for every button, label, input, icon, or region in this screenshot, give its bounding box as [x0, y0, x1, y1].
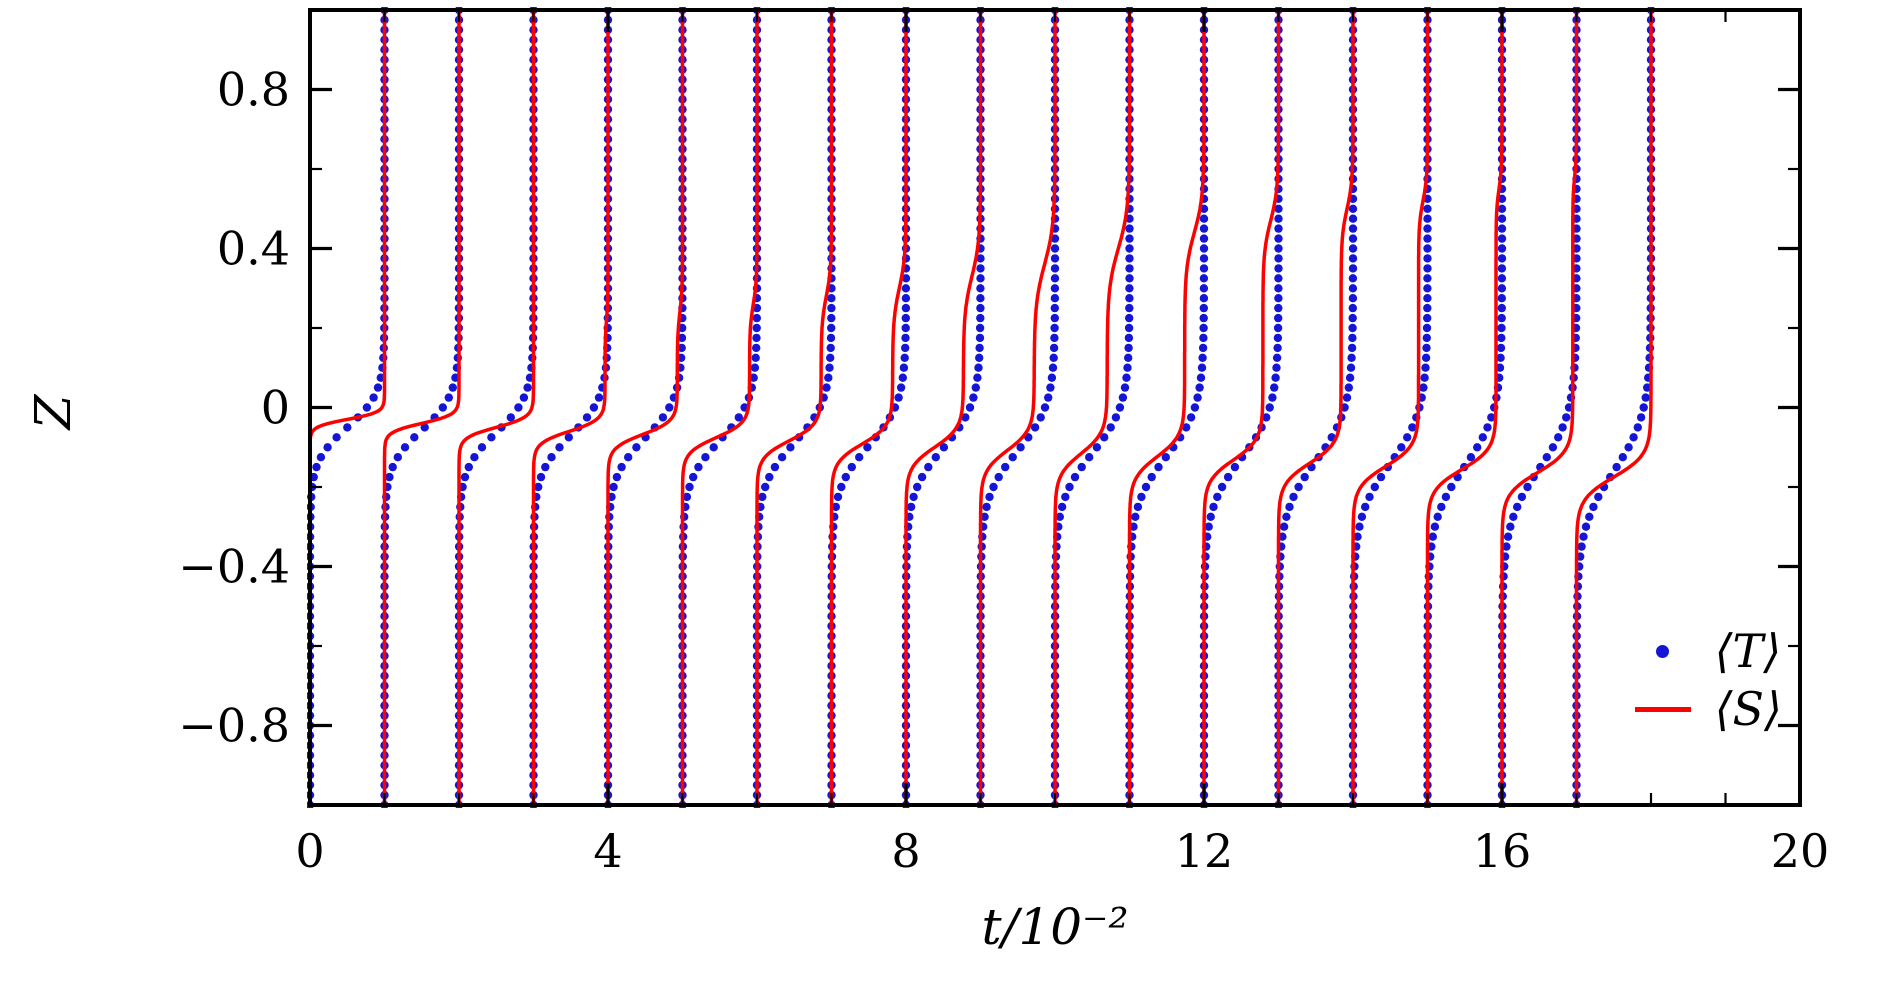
profile-S-line [978, 9, 1057, 806]
profile-T-dots [603, 7, 687, 808]
profile-S-line [904, 9, 983, 806]
plot-area [307, 7, 1656, 808]
x-tick-label: 12 [1175, 824, 1234, 878]
y-tick-label: 0 [261, 381, 290, 435]
y-tick-label: 0.8 [217, 63, 290, 117]
profile-S-line [1202, 9, 1281, 806]
profile-S-line [606, 9, 685, 806]
profile-S-line [1276, 9, 1355, 806]
profile-T-dots [454, 7, 538, 808]
profile-T-dots [1125, 7, 1209, 808]
profile-S-line [680, 9, 759, 806]
profile-T-dots [1423, 7, 1507, 808]
y-tick-label: 0.4 [217, 222, 290, 276]
axis-minor-ticks [310, 10, 1800, 805]
profile-T-dots [678, 7, 762, 808]
legend-label-S: ⟨S⟩ [1714, 682, 1782, 736]
legend-marker-box [1634, 706, 1691, 712]
profile-S-line [531, 9, 610, 806]
profile-S-line [382, 9, 461, 806]
x-axis-label: t/10⁻² [981, 898, 1129, 956]
x-tick-label: 20 [1771, 824, 1830, 878]
profile-S-line [1425, 9, 1504, 806]
legend-item-T: ⟨T⟩ [1635, 628, 1782, 674]
profile-T-dots [1274, 7, 1358, 808]
profile-T-dots [1199, 7, 1283, 808]
x-tick-label: 0 [295, 824, 324, 878]
profile-T-dots [380, 7, 464, 808]
legend-marker-line-icon [1634, 706, 1691, 712]
y-tick-labels: −0.8 −0.4 0 0.4 0.8 [178, 63, 290, 753]
y-tick-label: −0.8 [178, 699, 290, 753]
x-tick-label: 4 [593, 824, 622, 878]
profile-S-line [1053, 9, 1132, 806]
x-tick-labels: 0 4 8 12 16 20 [295, 824, 1829, 878]
profile-S-line [1351, 9, 1430, 806]
y-tick-label: −0.4 [178, 540, 290, 594]
profile-S-line [457, 9, 536, 806]
legend: ⟨T⟩ ⟨S⟩ [1634, 628, 1782, 736]
profile-T-dots [901, 7, 985, 808]
x-tick-label: 8 [891, 824, 920, 878]
profile-S-line [1127, 9, 1206, 806]
legend-marker-box [1635, 644, 1691, 658]
profile-S-line [1500, 9, 1579, 806]
profile-T-dots [1497, 7, 1581, 808]
legend-label-T: ⟨T⟩ [1714, 624, 1782, 678]
profile-T-dots [827, 7, 911, 808]
profile-T-dots [752, 7, 836, 808]
profile-T-dots [529, 7, 613, 808]
legend-marker-dot-icon [1656, 644, 1670, 658]
profile-S-line [1574, 9, 1653, 806]
axis-major-ticks [308, 10, 1802, 805]
legend-item-S: ⟨S⟩ [1634, 682, 1782, 736]
y-axis-label: Z [24, 394, 82, 430]
x-tick-label: 16 [1473, 824, 1532, 878]
profile-T-dots [976, 7, 1060, 808]
profile-S-line [755, 9, 834, 806]
profile-S-line [829, 9, 908, 806]
profile-T-dots [1050, 7, 1134, 808]
